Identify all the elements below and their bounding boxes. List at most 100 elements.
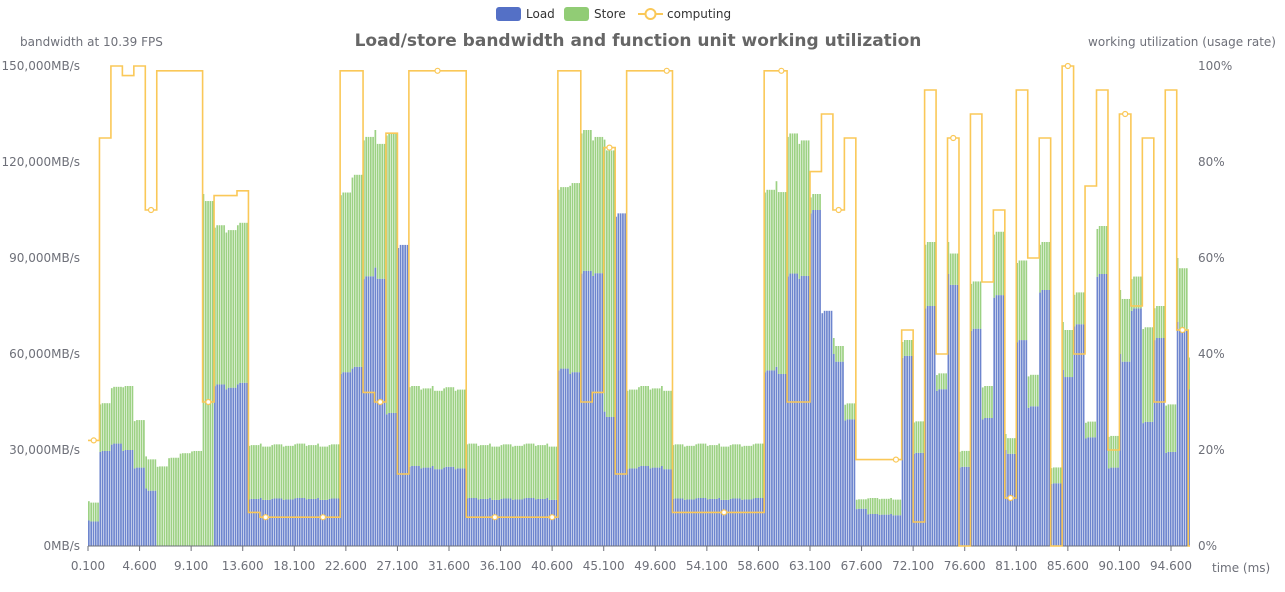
load-bar[interactable] (585, 270, 588, 546)
load-bar[interactable] (1181, 330, 1184, 546)
load-bar[interactable] (784, 373, 787, 546)
store-bar[interactable] (709, 445, 711, 499)
load-bar[interactable] (1114, 467, 1117, 546)
store-bar[interactable] (429, 388, 432, 468)
store-bar[interactable] (1041, 242, 1044, 290)
load-bar[interactable] (929, 306, 931, 546)
load-bar[interactable] (699, 498, 702, 546)
store-bar[interactable] (434, 390, 436, 470)
store-bar[interactable] (814, 194, 817, 210)
load-bar[interactable] (654, 467, 656, 546)
load-bar[interactable] (674, 498, 677, 546)
store-bar[interactable] (528, 443, 530, 498)
load-bar[interactable] (1117, 467, 1119, 546)
load-bar[interactable] (658, 467, 661, 546)
load-bar[interactable] (567, 368, 569, 546)
store-bar[interactable] (995, 231, 998, 296)
load-bar[interactable] (328, 498, 331, 546)
load-bar[interactable] (812, 210, 814, 546)
computing-point[interactable] (835, 206, 842, 214)
store-bar[interactable] (674, 444, 677, 499)
load-bar[interactable] (610, 416, 613, 546)
store-bar[interactable] (525, 443, 528, 498)
store-bar[interactable] (810, 197, 812, 214)
store-bar[interactable] (1064, 330, 1067, 378)
store-bar[interactable] (1071, 330, 1074, 378)
store-bar[interactable] (165, 466, 168, 546)
store-bar[interactable] (172, 457, 175, 546)
store-bar[interactable] (1167, 404, 1170, 452)
store-bar[interactable] (292, 445, 294, 500)
store-bar[interactable] (227, 230, 230, 388)
store-bar[interactable] (94, 502, 97, 522)
store-bar[interactable] (991, 386, 993, 418)
load-bar[interactable] (1151, 421, 1154, 546)
store-bar[interactable] (207, 201, 209, 547)
load-bar[interactable] (901, 357, 904, 546)
load-bar[interactable] (807, 275, 810, 546)
load-bar[interactable] (287, 499, 290, 546)
load-bar[interactable] (1101, 274, 1103, 546)
store-bar[interactable] (736, 444, 739, 499)
load-bar[interactable] (837, 361, 840, 546)
load-bar[interactable] (775, 366, 778, 546)
load-bar[interactable] (956, 284, 959, 546)
load-bar[interactable] (340, 373, 342, 546)
load-bar[interactable] (828, 310, 831, 546)
load-bar[interactable] (826, 310, 828, 546)
computing-point[interactable] (377, 398, 384, 406)
store-bar[interactable] (965, 450, 968, 467)
store-bar[interactable] (280, 444, 283, 499)
store-bar[interactable] (463, 389, 466, 469)
load-bar[interactable] (525, 498, 528, 546)
store-bar[interactable] (376, 143, 379, 279)
store-bar[interactable] (422, 388, 425, 468)
store-bar[interactable] (713, 445, 716, 499)
store-bar[interactable] (239, 222, 241, 383)
load-bar[interactable] (491, 499, 494, 546)
store-bar[interactable] (115, 386, 118, 444)
load-bar[interactable] (365, 276, 368, 546)
load-bar[interactable] (846, 419, 849, 546)
load-bar[interactable] (1142, 423, 1145, 546)
store-bar[interactable] (271, 445, 274, 499)
store-bar[interactable] (188, 453, 191, 546)
store-bar[interactable] (509, 444, 512, 499)
store-bar[interactable] (1158, 306, 1161, 338)
load-bar[interactable] (397, 248, 400, 547)
store-bar[interactable] (583, 130, 585, 271)
computing-point[interactable] (1007, 494, 1014, 502)
load-bar[interactable] (427, 467, 429, 546)
store-bar[interactable] (143, 420, 145, 468)
load-bar[interactable] (1046, 290, 1048, 546)
load-bar[interactable] (223, 384, 225, 546)
load-bar[interactable] (374, 267, 377, 546)
load-bar[interactable] (126, 450, 129, 546)
load-bar[interactable] (835, 361, 837, 546)
load-bar[interactable] (702, 498, 704, 546)
load-bar[interactable] (1096, 276, 1099, 546)
store-bar[interactable] (202, 194, 205, 546)
store-bar[interactable] (351, 177, 354, 369)
load-bar[interactable] (1183, 330, 1186, 546)
load-bar[interactable] (975, 328, 977, 546)
store-bar[interactable] (683, 446, 686, 500)
load-bar[interactable] (727, 499, 730, 546)
store-bar[interactable] (186, 453, 189, 546)
store-bar[interactable] (771, 189, 773, 371)
store-bar[interactable] (555, 446, 558, 500)
store-bar[interactable] (496, 446, 498, 500)
store-bar[interactable] (218, 225, 221, 385)
store-bar[interactable] (1009, 438, 1012, 454)
store-bar[interactable] (677, 444, 679, 499)
store-bar[interactable] (269, 446, 271, 500)
store-bar[interactable] (314, 445, 317, 499)
computing-point[interactable] (262, 514, 269, 521)
store-bar[interactable] (154, 459, 157, 491)
load-bar[interactable] (255, 498, 258, 546)
store-bar[interactable] (697, 443, 700, 498)
store-bar[interactable] (725, 446, 727, 500)
legend-label-computing[interactable]: computing (667, 7, 731, 21)
store-bar[interactable] (330, 444, 333, 499)
store-bar[interactable] (649, 389, 652, 469)
